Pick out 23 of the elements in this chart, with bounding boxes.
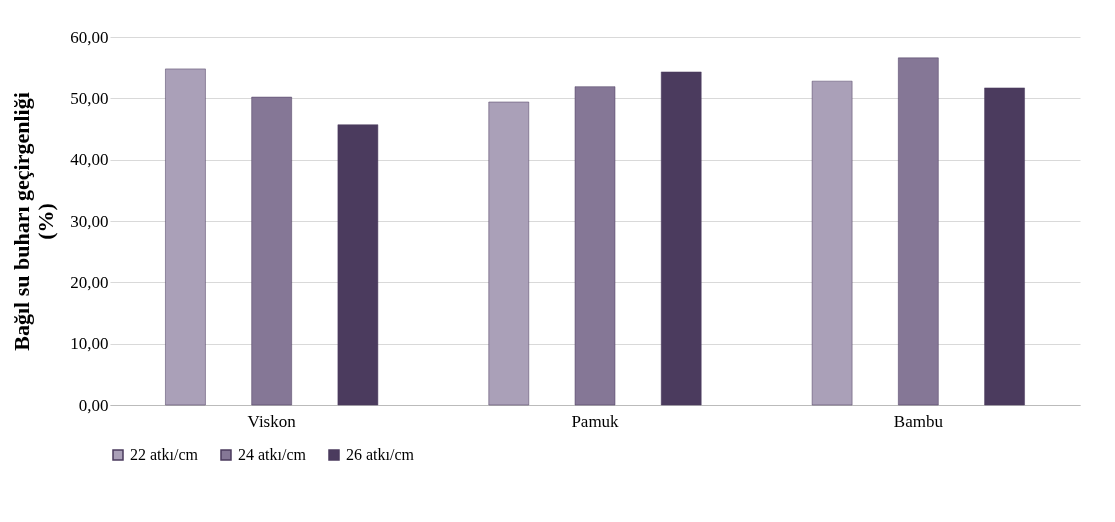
y-tick-label: 60,00 xyxy=(70,27,109,47)
legend-label: 26 atkı/cm xyxy=(346,446,415,463)
bar xyxy=(984,87,1025,406)
y-tick-label: 40,00 xyxy=(70,150,109,170)
bar xyxy=(337,124,379,406)
bar xyxy=(660,71,702,406)
y-axis-title: Bağıl su buharı geçirgenliği (%) xyxy=(9,92,59,351)
y-tick-label: 20,00 xyxy=(70,272,109,292)
bar xyxy=(165,68,206,406)
x-tick-label: Bambu xyxy=(893,411,944,431)
y-tick-label: 10,00 xyxy=(70,334,109,354)
bar xyxy=(811,80,853,406)
y-tick-label: 0,00 xyxy=(78,395,109,415)
x-tick-label: Viskon xyxy=(247,411,297,431)
y-tick-label: 30,00 xyxy=(70,211,109,231)
bar xyxy=(898,57,939,406)
bar xyxy=(488,101,530,406)
legend-label: 22 atkı/cm xyxy=(130,446,199,463)
x-tick-label: Pamuk xyxy=(571,411,620,431)
bar xyxy=(574,86,616,406)
legend-label: 24 atkı/cm xyxy=(238,446,307,463)
bar xyxy=(251,96,292,406)
y-tick-label: 50,00 xyxy=(70,88,109,108)
